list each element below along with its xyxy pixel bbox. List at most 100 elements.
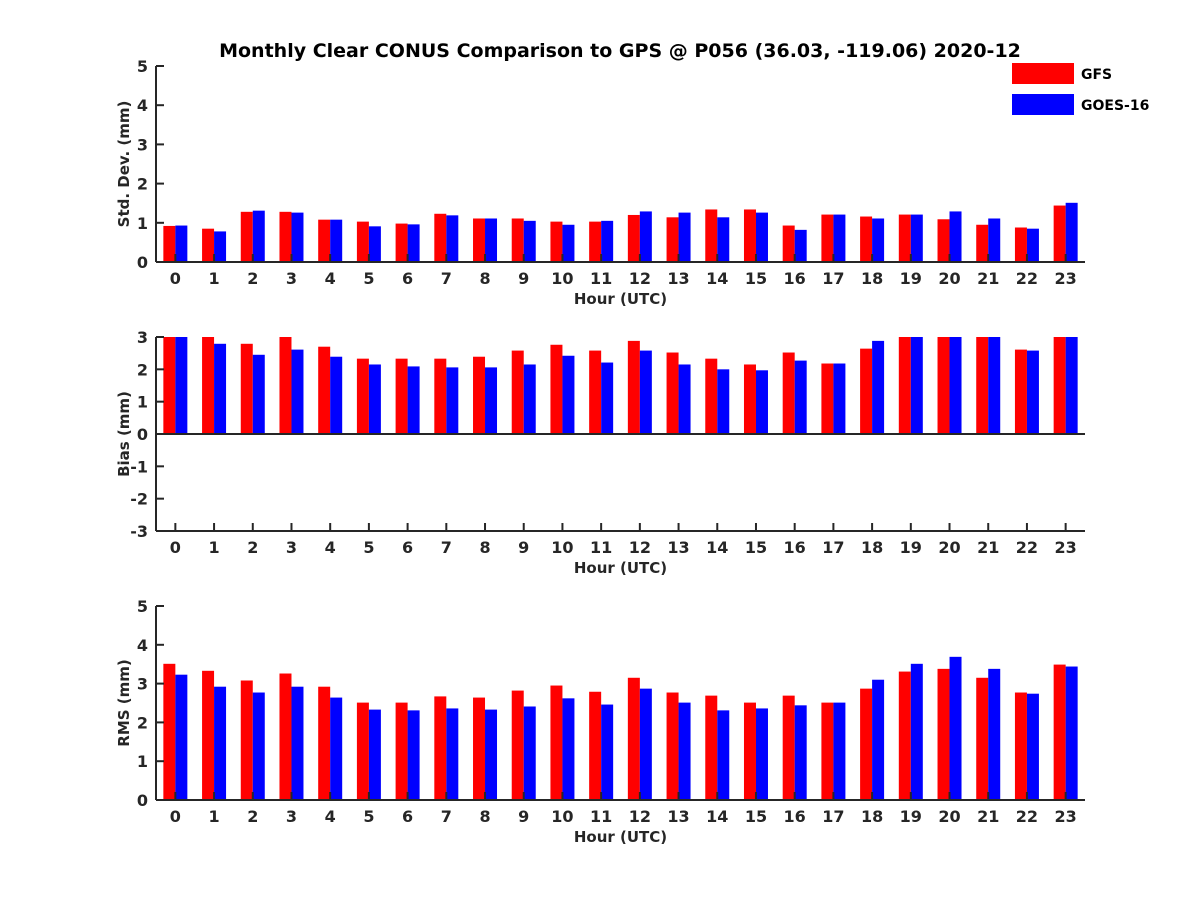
x-tick-label-18: 18 [861,538,883,557]
bar-gfs-hour-20 [937,668,950,800]
bar-gfs-hour-20 [937,219,950,262]
bar-goes16-hour-20 [949,656,962,800]
bar-gfs-hour-12 [627,214,640,262]
bar-gfs-hour-5 [356,702,369,800]
x-tick-label-13: 13 [667,807,689,826]
bar-goes16-hour-23 [1065,202,1078,262]
y-tick-label: 0 [137,253,148,272]
bar-gfs-hour-17 [821,363,834,434]
x-tick-label-16: 16 [784,538,806,557]
legend: GFS GOES-16 [1012,63,1149,115]
bar-gfs-hour-9 [511,350,524,434]
y-tick-label: -1 [130,457,148,476]
bar-gfs-hour-11 [589,350,602,434]
bar-gfs-hour-18 [860,216,873,262]
bar-gfs-hour-16 [782,225,795,262]
x-tick-label-14: 14 [706,538,728,557]
bar-goes16-hour-1 [214,231,227,262]
bar-goes16-hour-17 [833,363,846,434]
y-tick-label: 5 [137,57,148,76]
bar-goes16-hour-16 [794,229,807,262]
bar-gfs-hour-4 [318,219,331,262]
bar-goes16-hour-16 [794,360,807,434]
x-tick-label-9: 9 [518,269,529,288]
bar-goes16-hour-1 [214,343,227,434]
y-tick-label: -2 [130,490,148,509]
x-tick-label-8: 8 [479,269,490,288]
bar-goes16-hour-8 [485,709,498,800]
bar-gfs-hour-7 [434,696,447,800]
y-tick-label: 0 [137,791,148,810]
x-tick-label-4: 4 [325,269,336,288]
y-tick-label: -3 [130,522,148,541]
bar-goes16-hour-18 [872,679,885,800]
y-tick-label: 3 [137,675,148,694]
bar-goes16-hour-11 [601,704,614,800]
bar-gfs-hour-18 [860,348,873,434]
bar-gfs-hour-0 [163,337,176,434]
y-tick-label: 1 [137,393,148,412]
bar-gfs-hour-8 [473,356,486,434]
x-tick-label-15: 15 [745,269,767,288]
x-tick-label-6: 6 [402,269,413,288]
x-tick-label-14: 14 [706,269,728,288]
bar-gfs-hour-12 [627,677,640,800]
bar-gfs-hour-5 [356,221,369,262]
x-tick-label-3: 3 [286,538,297,557]
chart-title: Monthly Clear CONUS Comparison to GPS @ … [219,40,1021,62]
bar-goes16-hour-11 [601,362,614,434]
x-tick-label-18: 18 [861,807,883,826]
bar-goes16-hour-19 [910,663,923,800]
x-tick-label-19: 19 [900,538,922,557]
bar-gfs-hour-21 [976,224,989,262]
bar-gfs-hour-22 [1014,227,1027,262]
x-tick-label-22: 22 [1016,269,1038,288]
x-tick-label-14: 14 [706,807,728,826]
bar-goes16-hour-7 [446,367,459,434]
bar-goes16-hour-12 [639,688,652,800]
legend-label-gfs: GFS [1081,67,1112,83]
x-tick-label-10: 10 [551,538,573,557]
bar-goes16-hour-0 [175,674,188,800]
bar-gfs-hour-15 [743,364,756,434]
x-tick-label-7: 7 [441,807,452,826]
x-tick-label-23: 23 [1055,269,1077,288]
x-tick-label-10: 10 [551,807,573,826]
bar-goes16-hour-5 [368,709,381,800]
x-tick-label-21: 21 [977,538,999,557]
legend-label-goes16: GOES-16 [1081,98,1149,114]
x-tick-label-18: 18 [861,269,883,288]
x-tick-label-5: 5 [363,269,374,288]
bar-gfs-hour-13 [666,692,679,800]
bar-goes16-hour-1 [214,686,227,800]
y-tick-label: 3 [137,328,148,347]
bar-goes16-hour-9 [523,706,536,800]
bar-gfs-hour-16 [782,695,795,800]
bar-goes16-hour-14 [717,369,730,434]
bar-gfs-hour-17 [821,214,834,262]
bar-goes16-hour-20 [949,211,962,262]
bar-goes16-hour-22 [1026,228,1039,262]
x-tick-label-12: 12 [629,538,651,557]
panel-bias: 0 1 2 3 4 5 6 7 8 9 10 11 12 13 14 15 16 17 18 19 20 21 22 23-3… [115,328,1085,577]
bar-goes16-hour-3 [291,349,304,434]
x-tick-label-19: 19 [900,807,922,826]
bar-gfs-hour-9 [511,690,524,800]
bar-gfs-hour-19 [898,337,911,434]
bar-goes16-hour-15 [755,212,768,262]
y-tick-label: 2 [137,175,148,194]
x-tick-label-12: 12 [629,269,651,288]
bar-goes16-hour-9 [523,220,536,262]
bar-gfs-hour-8 [473,218,486,262]
bar-gfs-hour-14 [705,695,718,800]
x-tick-label-21: 21 [977,807,999,826]
bar-goes16-hour-4 [330,219,343,262]
legend-swatch-goes16 [1012,94,1074,115]
bar-gfs-hour-0 [163,225,176,262]
bar-goes16-hour-16 [794,705,807,800]
x-tick-label-22: 22 [1016,807,1038,826]
bar-gfs-hour-21 [976,337,989,434]
bar-gfs-hour-6 [395,223,408,262]
bar-goes16-hour-13 [678,212,691,262]
bar-gfs-hour-11 [589,691,602,800]
